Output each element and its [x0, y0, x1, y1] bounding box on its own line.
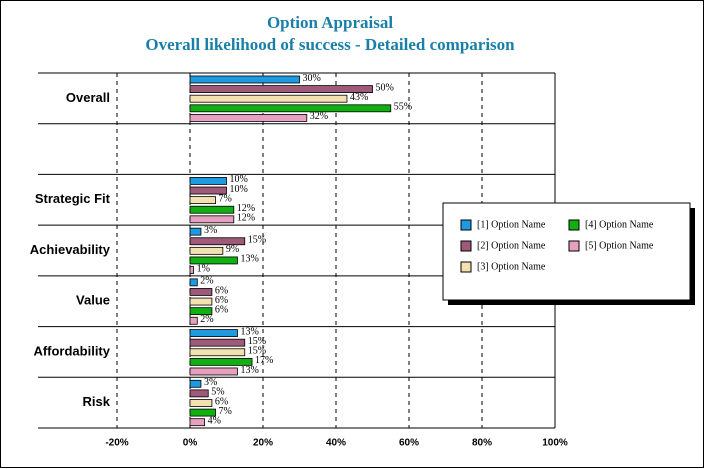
- bar: [189, 379, 202, 388]
- bar: [189, 196, 216, 205]
- x-tick-label: -20%: [105, 438, 128, 449]
- value-label: 6%: [215, 396, 228, 407]
- legend-label: [1] Option Name: [477, 219, 546, 230]
- value-label: 6%: [215, 295, 228, 306]
- legend-label: [2] Option Name: [477, 240, 546, 251]
- legend-label: [3] Option Name: [477, 261, 546, 272]
- value-label: 15%: [248, 346, 266, 357]
- category-label: Achievability: [30, 242, 111, 257]
- bar: [189, 408, 216, 417]
- bar: [189, 338, 246, 347]
- chart-title: Option Appraisal: [267, 13, 393, 32]
- bar: [189, 278, 198, 287]
- bar: [189, 297, 213, 306]
- bar: [189, 104, 392, 113]
- value-label: 2%: [200, 314, 213, 325]
- bar: [189, 357, 253, 366]
- value-label: 15%: [248, 235, 266, 246]
- bar: [189, 348, 246, 357]
- value-label: 30%: [303, 73, 321, 84]
- value-label: 3%: [204, 225, 217, 236]
- bar: [189, 307, 213, 316]
- bar: [189, 215, 235, 224]
- bar: [189, 288, 213, 296]
- value-label: 4%: [208, 415, 221, 426]
- bar: [189, 186, 227, 195]
- value-label: 13%: [240, 365, 258, 376]
- value-label: 7%: [219, 193, 232, 204]
- value-label: 10%: [230, 184, 248, 195]
- value-label: 6%: [215, 304, 228, 315]
- bar: [189, 399, 213, 407]
- bar: [189, 329, 238, 337]
- value-label: 1%: [197, 263, 210, 274]
- value-label: 9%: [226, 244, 239, 255]
- value-label: 50%: [376, 82, 394, 93]
- value-label: 3%: [204, 377, 217, 388]
- value-label: 12%: [237, 203, 255, 214]
- bar: [189, 177, 227, 185]
- value-label: 6%: [215, 285, 228, 296]
- value-label: 55%: [394, 102, 412, 113]
- legend-swatch: [568, 240, 580, 252]
- category-label: Value: [76, 293, 110, 308]
- bar: [189, 418, 206, 427]
- chart-subtitle: Overall likelihood of success - Detailed…: [145, 35, 515, 54]
- bar: [189, 205, 235, 214]
- bar: [189, 316, 198, 325]
- category-label: Overall: [66, 90, 110, 105]
- x-tick-label: 80%: [472, 438, 492, 449]
- value-label: 43%: [350, 92, 368, 103]
- x-tick-label: 100%: [542, 438, 568, 449]
- bar: [189, 114, 308, 122]
- legend-swatch: [460, 261, 472, 273]
- bar: [189, 85, 373, 93]
- bar: [189, 246, 224, 255]
- legend-swatch: [460, 219, 472, 231]
- legend-swatch: [460, 240, 472, 252]
- legend-label: [4] Option Name: [585, 219, 654, 230]
- category-label: Affordability: [33, 343, 110, 358]
- legend-swatch: [568, 219, 580, 231]
- value-label: 10%: [230, 174, 248, 185]
- category-label: Risk: [83, 394, 111, 409]
- value-label: 2%: [200, 276, 213, 287]
- legend: [442, 202, 691, 301]
- value-label: 13%: [240, 326, 258, 337]
- value-label: 17%: [255, 355, 273, 366]
- value-label: 13%: [240, 254, 258, 265]
- value-label: 5%: [211, 387, 224, 398]
- bar: [189, 266, 195, 274]
- bar: [189, 237, 246, 246]
- category-label: Strategic Fit: [35, 191, 111, 206]
- bar: [189, 367, 238, 376]
- bar: [189, 256, 238, 265]
- legend-label: [5] Option Name: [585, 240, 654, 251]
- x-tick-label: 0%: [183, 438, 198, 449]
- bar: [189, 75, 300, 84]
- value-label: 15%: [248, 336, 266, 347]
- bar: [189, 389, 209, 398]
- bar: [189, 94, 348, 103]
- x-tick-label: 40%: [326, 438, 346, 449]
- value-label: 7%: [219, 406, 232, 417]
- x-tick-label: 20%: [253, 438, 273, 449]
- value-label: 32%: [310, 111, 328, 122]
- value-label: 12%: [237, 213, 255, 224]
- x-tick-label: 60%: [399, 438, 419, 449]
- bar: [189, 227, 202, 236]
